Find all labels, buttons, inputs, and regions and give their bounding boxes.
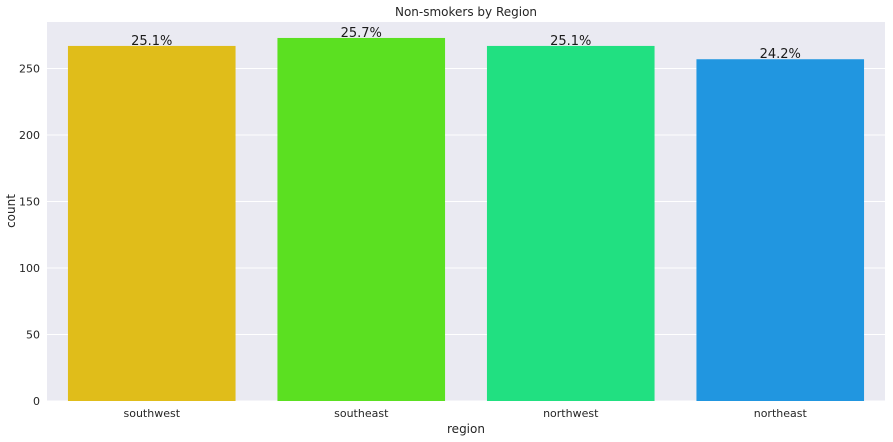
y-tick-label: 100 xyxy=(19,262,40,275)
y-tick-label: 200 xyxy=(19,129,40,142)
x-tick-label: southeast xyxy=(334,407,389,420)
y-tick-labels: 0 50 100 150 200 250 xyxy=(19,63,40,408)
percent-label: 24.2% xyxy=(760,47,801,62)
bar-northeast xyxy=(696,59,865,402)
percent-label: 25.1% xyxy=(550,34,591,49)
x-tick-label: northeast xyxy=(754,407,808,420)
bar-southwest xyxy=(67,45,236,402)
y-axis-label: count xyxy=(4,194,18,228)
percent-label: 25.1% xyxy=(131,34,172,49)
y-tick-label: 0 xyxy=(33,395,40,408)
chart-title: Non-smokers by Region xyxy=(395,5,537,19)
percent-label: 25.7% xyxy=(341,26,382,41)
y-tick-label: 150 xyxy=(19,196,40,209)
x-axis-label: region xyxy=(447,422,485,436)
x-tick-label: southwest xyxy=(123,407,180,420)
x-tick-label: northwest xyxy=(543,407,599,420)
y-tick-label: 250 xyxy=(19,63,40,76)
y-tick-label: 50 xyxy=(26,329,40,342)
bar-northwest xyxy=(486,45,655,402)
bar-southeast xyxy=(277,37,446,402)
bars xyxy=(67,37,865,402)
x-tick-labels: southwest southeast northwest northeast xyxy=(123,407,807,420)
percent-labels: 25.1% 25.7% 25.1% 24.2% xyxy=(131,26,801,62)
